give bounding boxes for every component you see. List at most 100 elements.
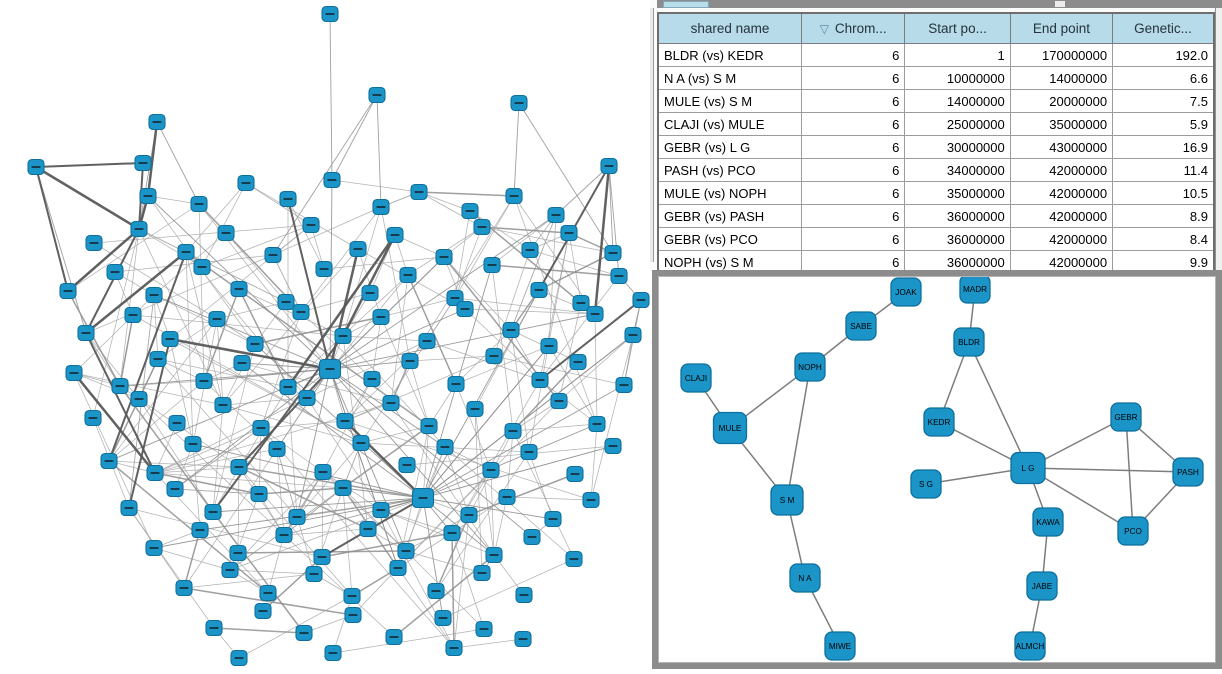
node-shape[interactable] xyxy=(910,469,942,499)
hairball-node[interactable] xyxy=(460,506,478,524)
node-shape[interactable] xyxy=(953,327,985,357)
table-row[interactable]: CLAJI (vs) MULE 6 25000000 35000000 5.9 xyxy=(657,112,1215,136)
hairball-node[interactable] xyxy=(531,371,549,389)
hairball-node[interactable] xyxy=(520,443,538,461)
network-edge-LG-PASH[interactable] xyxy=(1027,467,1189,473)
hairball-node[interactable] xyxy=(385,628,403,646)
node-shape[interactable] xyxy=(959,277,991,304)
hairball-node[interactable] xyxy=(389,559,407,577)
cell-shared-name[interactable]: CLAJI (vs) MULE xyxy=(657,112,803,136)
network-node-gebr[interactable]: GEBR xyxy=(1110,402,1142,432)
hairball-node[interactable] xyxy=(550,392,568,410)
hairball-node[interactable] xyxy=(85,234,103,252)
network-node-sabe[interactable]: SABE xyxy=(845,311,877,341)
node-shape[interactable] xyxy=(890,277,922,307)
hairball-node[interactable] xyxy=(447,375,465,393)
hairball-node[interactable] xyxy=(230,280,248,298)
hairball-node[interactable] xyxy=(514,630,532,648)
cell-value[interactable]: 14000000 xyxy=(904,89,1011,113)
hairball-node[interactable] xyxy=(124,306,142,324)
hairball-node[interactable] xyxy=(510,94,528,112)
network-node-joak[interactable]: JOAK xyxy=(890,277,922,307)
cell-value[interactable]: 36000000 xyxy=(904,204,1011,228)
cell-value[interactable]: 34000000 xyxy=(904,158,1011,182)
hairball-node[interactable] xyxy=(208,310,226,328)
hairball-node[interactable] xyxy=(502,321,520,339)
hairball-node[interactable] xyxy=(77,324,95,342)
hairball-node[interactable] xyxy=(229,544,247,562)
network-edge-NOPH-SM[interactable] xyxy=(786,366,811,501)
hairball-node[interactable] xyxy=(252,419,270,437)
hairball-node[interactable] xyxy=(547,206,565,224)
hairball-node[interactable] xyxy=(485,347,503,365)
table-row[interactable]: GEBR (vs) PCO 6 36000000 42000000 8.4 xyxy=(657,227,1215,251)
table-row[interactable]: PASH (vs) PCO 6 34000000 42000000 11.4 xyxy=(657,158,1215,182)
column-header-shared-name[interactable]: shared name xyxy=(657,12,803,44)
table-row[interactable]: MULE (vs) S M 6 14000000 20000000 7.5 xyxy=(657,89,1215,113)
hairball-node[interactable] xyxy=(566,465,584,483)
node-shape[interactable] xyxy=(770,484,804,516)
hairball-node[interactable] xyxy=(279,378,297,396)
cell-value[interactable]: 16.9 xyxy=(1112,135,1215,159)
network-node-jabe[interactable]: JABE xyxy=(1026,571,1058,601)
cell-value[interactable]: 11.4 xyxy=(1112,158,1215,182)
hairball-node[interactable] xyxy=(130,220,148,238)
hairball-node[interactable] xyxy=(84,409,102,427)
table-row[interactable]: MULE (vs) NOPH 6 35000000 42000000 10.5 xyxy=(657,181,1215,205)
hairball-node[interactable] xyxy=(586,305,604,323)
hairball-node[interactable] xyxy=(632,291,650,309)
cell-value[interactable]: 6 xyxy=(801,89,906,113)
hairball-node[interactable] xyxy=(615,376,633,394)
hairball-node[interactable] xyxy=(445,639,463,657)
hairball-node[interactable] xyxy=(540,337,558,355)
cell-value[interactable]: 42000000 xyxy=(1009,181,1114,205)
network-edge-LG-PCO[interactable] xyxy=(1027,467,1134,532)
network-node-claji[interactable]: CLAJI xyxy=(680,363,712,393)
hairball-node[interactable] xyxy=(250,485,268,503)
node-shape[interactable] xyxy=(794,352,826,382)
hairball-node[interactable] xyxy=(475,620,493,638)
hairball-node[interactable] xyxy=(279,190,297,208)
network-node-pash[interactable]: PASH xyxy=(1172,457,1204,487)
cell-value[interactable]: 6 xyxy=(801,112,906,136)
hairball-node[interactable] xyxy=(305,565,323,583)
hairball-node[interactable] xyxy=(401,352,419,370)
cell-value[interactable]: 6 xyxy=(801,43,906,67)
hairball-node[interactable] xyxy=(443,524,461,542)
hairball-node[interactable] xyxy=(145,539,163,557)
hairball-node[interactable] xyxy=(205,619,223,637)
hairball-node[interactable] xyxy=(343,587,361,605)
hairball-node[interactable] xyxy=(604,244,622,262)
hairball-node[interactable] xyxy=(148,113,166,131)
hairball-node[interactable] xyxy=(190,195,208,213)
hairball-node[interactable] xyxy=(359,520,377,538)
hairball-node[interactable] xyxy=(386,226,404,244)
cell-value[interactable]: 10.5 xyxy=(1112,181,1215,205)
hairball-node[interactable] xyxy=(161,330,179,348)
node-shape[interactable] xyxy=(1010,451,1046,485)
hairball-node[interactable] xyxy=(184,435,202,453)
filter-funnel-icon[interactable]: ▽ xyxy=(819,22,829,36)
cell-shared-name[interactable]: BLDR (vs) KEDR xyxy=(657,43,803,67)
hairball-node[interactable] xyxy=(473,564,491,582)
hairball-node[interactable] xyxy=(361,284,379,302)
hairball-node[interactable] xyxy=(315,260,333,278)
hairball-node[interactable] xyxy=(485,546,503,564)
hairball-node[interactable] xyxy=(363,370,381,388)
cell-value[interactable]: 6 xyxy=(801,158,906,182)
hairball-node[interactable] xyxy=(397,542,415,560)
node-shape[interactable] xyxy=(712,411,748,445)
hairball-node[interactable] xyxy=(418,332,436,350)
hairball-node[interactable] xyxy=(230,649,248,667)
hairball-node[interactable] xyxy=(145,286,163,304)
hairball-node[interactable] xyxy=(292,303,310,321)
network-node-almch[interactable]: ALMCH xyxy=(1014,631,1046,661)
hairball-node[interactable] xyxy=(624,326,642,344)
cell-shared-name[interactable]: GEBR (vs) PCO xyxy=(657,227,803,251)
hairball-node[interactable] xyxy=(233,354,251,372)
hairball-node[interactable] xyxy=(120,499,138,517)
node-shape[interactable] xyxy=(1172,457,1204,487)
node-shape[interactable] xyxy=(1117,516,1149,546)
hairball-node[interactable] xyxy=(572,294,590,312)
hairball-node[interactable] xyxy=(372,308,390,326)
